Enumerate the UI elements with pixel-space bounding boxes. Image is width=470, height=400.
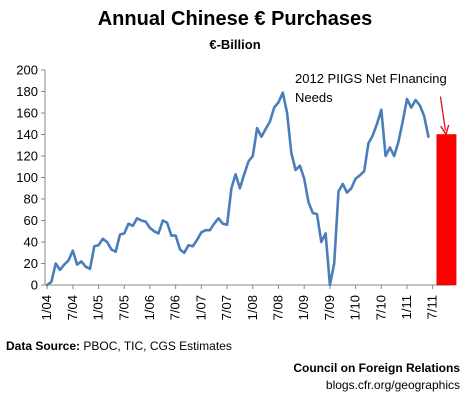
x-tick-label: 1/05 (91, 295, 106, 320)
x-tick-label: 7/09 (322, 295, 337, 320)
x-tick-label: 1/07 (193, 295, 208, 320)
y-tick-label: 120 (16, 149, 38, 164)
x-tick-label: 1/04 (39, 295, 54, 320)
x-tick-label: 1/08 (245, 295, 260, 320)
y-tick-label: 200 (16, 63, 38, 78)
x-tick-label: 1/10 (348, 295, 363, 320)
data-source-text: PBOC, TIC, CGS Estimates (80, 339, 232, 353)
y-tick-label: 160 (16, 106, 38, 121)
y-tick-label: 20 (24, 256, 38, 271)
annotation-line: Needs (295, 90, 333, 105)
y-tick-label: 0 (31, 278, 38, 293)
y-tick-label: 140 (16, 127, 38, 142)
data-source: Data Source: PBOC, TIC, CGS Estimates (6, 339, 232, 353)
x-tick-label: 1/09 (296, 295, 311, 320)
blog-url: blogs.cfr.org/geographics (325, 378, 460, 392)
org-credit: Council on Foreign Relations (293, 361, 460, 375)
x-tick-label: 7/06 (168, 295, 183, 320)
annotation-arrow (439, 96, 445, 131)
data-source-label: Data Source: (6, 339, 81, 353)
x-tick-label: 7/05 (116, 295, 131, 320)
x-tick-label: 7/10 (373, 295, 388, 320)
y-tick-label: 60 (24, 213, 38, 228)
y-tick-label: 180 (16, 84, 38, 99)
chart-subtitle: €-Billion (209, 37, 261, 52)
chart-title: Annual Chinese € Purchases (97, 8, 373, 30)
x-tick-label: 1/06 (142, 295, 157, 320)
annotation-line: 2012 PIIGS Net FInancing (295, 71, 447, 86)
piigs-needs-bar (436, 134, 457, 286)
chinese-purchases-line (45, 91, 430, 287)
y-tick-label: 40 (24, 235, 38, 250)
x-tick-label: 7/04 (65, 295, 80, 320)
y-tick-label: 80 (24, 192, 38, 207)
x-tick-label: 7/11 (425, 295, 440, 319)
x-tick-label: 7/08 (270, 295, 285, 320)
x-tick-label: 1/11 (399, 295, 414, 319)
x-tick-label: 7/07 (219, 295, 234, 320)
y-tick-label: 100 (16, 170, 38, 185)
